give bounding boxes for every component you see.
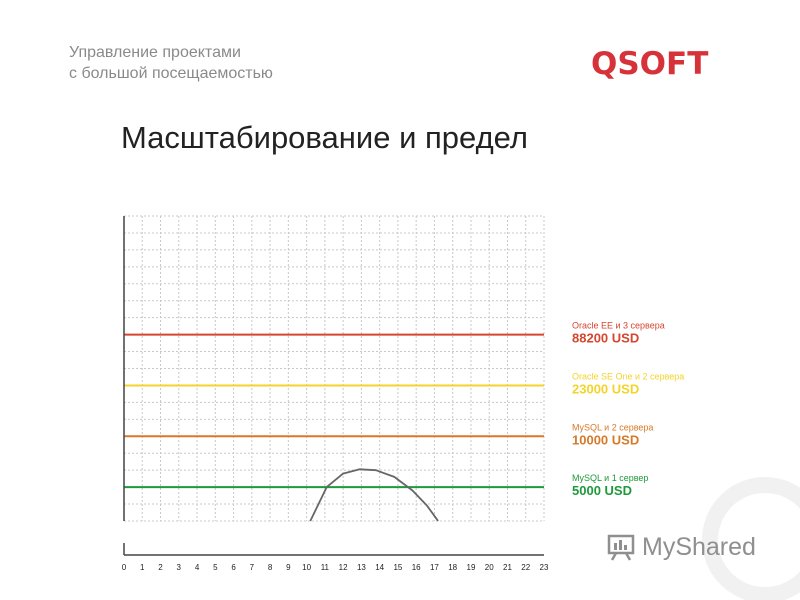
x-tick-label: 17 — [430, 563, 439, 572]
header-line-1: Управление проектами — [69, 44, 241, 61]
watermark: MyShared — [606, 532, 756, 562]
x-tick-label: 10 — [302, 563, 311, 572]
x-tick-label: 7 — [250, 563, 255, 572]
price-level-value: 23000 USD — [572, 381, 639, 396]
x-tick-label: 18 — [448, 563, 457, 572]
x-tick-label: 15 — [393, 563, 402, 572]
x-tick-label: 20 — [485, 563, 494, 572]
header-subtitle: Управление проектами с большой посещаемо… — [69, 42, 273, 84]
price-level-name: Oracle EE и 3 сервера — [572, 321, 665, 331]
x-tick-label: 12 — [339, 563, 348, 572]
load-curve — [309, 468, 439, 522]
x-tick-label: 16 — [412, 563, 421, 572]
x-tick-label: 3 — [177, 563, 182, 572]
x-tick-label: 0 — [122, 563, 127, 572]
load-curve-line — [309, 468, 439, 522]
decorative-circle-shape — [702, 477, 800, 600]
x-tick-label: 19 — [467, 563, 476, 572]
slide-title: Масштабирование и предел — [121, 120, 528, 155]
price-level-name: MySQL и 2 сервера — [572, 422, 653, 432]
chart-grid — [123, 215, 545, 522]
chart-axes: 0 1 2 3 4 5 6 7 8 9 10 11 12 13 14 15 16 17 18 19 20 21 22 23 — [122, 216, 549, 572]
x-tick-label: 8 — [268, 563, 273, 572]
x-tick-label: 13 — [357, 563, 366, 572]
x-tick-label: 11 — [321, 563, 330, 572]
x-tick-label: 22 — [521, 563, 530, 572]
header-line-2: с большой посещаемостью — [69, 65, 273, 82]
x-tick-label: 14 — [375, 563, 384, 572]
price-level-value: 10000 USD — [572, 432, 639, 447]
price-level-value: 5000 USD — [572, 483, 632, 498]
x-tick-label: 23 — [540, 563, 549, 572]
x-tick-label: 21 — [503, 563, 512, 572]
x-tick-label: 9 — [286, 563, 291, 572]
price-levels — [124, 333, 544, 489]
qsoft-logo: QSOFT — [591, 46, 709, 82]
x-tick-label: 5 — [213, 563, 218, 572]
price-level-name: MySQL и 1 сервер — [572, 473, 648, 483]
x-tick-label: 6 — [231, 563, 236, 572]
watermark-text: MyShared — [642, 532, 756, 561]
x-tick-label: 2 — [158, 563, 163, 572]
x-tick-label: 1 — [140, 563, 145, 572]
price-level-name: Oracle SE One и 2 сервера — [572, 371, 684, 381]
presentation-board-icon — [607, 534, 635, 561]
x-tick-label: 4 — [195, 563, 200, 572]
price-level-value: 88200 USD — [572, 331, 639, 346]
